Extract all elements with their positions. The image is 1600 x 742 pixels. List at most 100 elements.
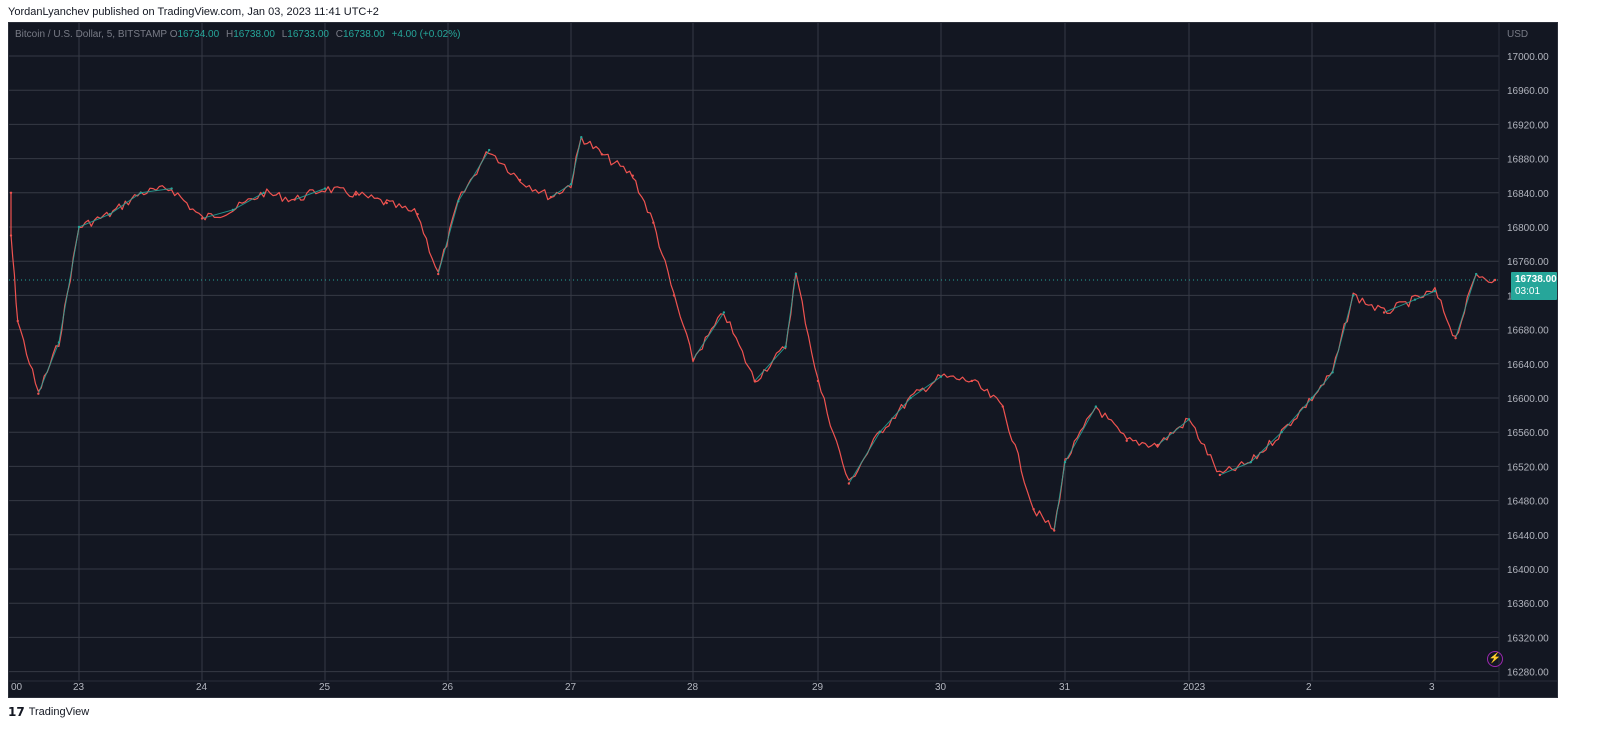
up-segment xyxy=(550,183,572,198)
x-tick-label: 29 xyxy=(812,682,824,693)
x-tick-label: 3 xyxy=(1429,682,1435,693)
price-point xyxy=(354,193,358,196)
price-point xyxy=(1249,460,1252,464)
up-segment xyxy=(570,137,582,185)
price-point xyxy=(1094,405,1098,408)
price-point xyxy=(1310,396,1314,400)
open-value: 16734.00 xyxy=(177,29,220,40)
price-point xyxy=(1280,431,1283,434)
y-tick-label: 17000.00 xyxy=(1507,52,1549,63)
price-point xyxy=(909,396,912,400)
x-tick-label: 2023 xyxy=(1183,682,1206,693)
price-chart[interactable]: 17000.00 16960.00 16920.00 16880.00 16840.00… xyxy=(9,23,1558,698)
x-tick-label: 23 xyxy=(73,682,85,693)
lightning-icon[interactable]: ⚡ xyxy=(1487,651,1503,667)
close-value: 16738.00 xyxy=(343,29,385,40)
low-value: 16733.00 xyxy=(287,29,329,40)
up-segment xyxy=(78,213,111,228)
y-tick-label: 16360.00 xyxy=(1507,599,1549,610)
up-segment xyxy=(692,312,725,360)
last-price-tag: 16738.00 03:01 xyxy=(1511,272,1557,300)
chart-panel[interactable]: 17000.00 16960.00 16920.00 16880.00 16840.00… xyxy=(8,22,1558,698)
y-tick-label: 16520.00 xyxy=(1507,462,1549,473)
price-point xyxy=(231,208,235,212)
price-point xyxy=(170,187,173,190)
currency-label: USD xyxy=(1507,29,1528,40)
y-tick-label: 16920.00 xyxy=(1507,120,1549,131)
price-point xyxy=(1413,298,1417,301)
up-segment xyxy=(1455,273,1477,339)
footer-brand: 17 TradingView xyxy=(8,704,89,720)
price-point xyxy=(722,311,726,314)
y-tick-label: 16800.00 xyxy=(1507,223,1549,234)
price-point xyxy=(457,200,460,203)
high-value: 16738.00 xyxy=(233,29,275,40)
price-point xyxy=(1454,336,1457,340)
brand-name: TradingView xyxy=(28,706,90,718)
open-label: O xyxy=(169,29,178,40)
y-tick-label: 16640.00 xyxy=(1507,360,1549,371)
price-point xyxy=(77,225,81,229)
price-point xyxy=(631,174,634,177)
price-point xyxy=(1331,371,1334,374)
y-tick-label: 16280.00 xyxy=(1507,668,1549,679)
price-point xyxy=(518,178,522,182)
up-segment xyxy=(457,149,490,202)
x-tick-label: 2 xyxy=(1306,682,1312,693)
price-point xyxy=(580,136,583,139)
price-point xyxy=(1156,443,1159,447)
up-segment xyxy=(232,192,264,211)
price-point xyxy=(691,358,695,361)
y-tick-label: 16320.00 xyxy=(1507,633,1549,644)
up-segment xyxy=(201,209,234,219)
price-point xyxy=(816,379,820,383)
y-tick-label: 16840.00 xyxy=(1507,189,1549,200)
chart-background xyxy=(9,23,1557,697)
price-point xyxy=(16,319,19,323)
price-point xyxy=(57,341,61,344)
price-point xyxy=(323,187,327,190)
price-point xyxy=(487,148,491,152)
x-tick-label: 00 xyxy=(11,682,23,693)
up-segment xyxy=(1281,397,1313,433)
up-segment xyxy=(910,376,942,399)
bar-countdown: 03:01 xyxy=(1515,286,1541,297)
y-tick-label: 16680.00 xyxy=(1507,326,1549,337)
change-value: +4.00 (+0.02%) xyxy=(391,29,461,40)
x-tick-label: 26 xyxy=(442,682,454,693)
up-segment xyxy=(1414,290,1436,301)
low-label: L xyxy=(281,29,288,40)
x-tick-label: 24 xyxy=(196,682,208,693)
price-point xyxy=(1063,460,1067,464)
high-label: H xyxy=(225,29,234,40)
price-point xyxy=(262,191,265,194)
x-tick-label: 30 xyxy=(935,682,947,693)
y-tick-label: 16480.00 xyxy=(1507,497,1549,508)
price-point xyxy=(794,272,798,276)
price-point xyxy=(1001,405,1004,408)
x-tick-label: 31 xyxy=(1059,682,1071,693)
price-point xyxy=(878,431,881,434)
price-point xyxy=(1032,507,1035,511)
up-segment xyxy=(37,342,60,394)
up-segment xyxy=(848,431,881,484)
price-point xyxy=(200,217,204,220)
price-point xyxy=(139,191,142,194)
symbol-label: Bitcoin / U.S. Dollar, 5, BITSTAMP xyxy=(15,29,167,40)
last-price: 16738.00 xyxy=(1515,274,1557,285)
up-segment xyxy=(58,226,80,343)
y-tick-label: 16560.00 xyxy=(1507,428,1549,439)
price-point xyxy=(1187,418,1191,421)
close-label: C xyxy=(335,29,343,40)
y-tick-label: 16760.00 xyxy=(1507,257,1549,268)
up-segment xyxy=(1219,461,1251,476)
price-point xyxy=(939,375,943,378)
up-segment xyxy=(1332,295,1354,373)
price-point xyxy=(108,212,112,216)
price-point xyxy=(569,183,573,186)
tradingview-logo: 17 xyxy=(8,705,25,719)
ohlc-legend: Bitcoin / U.S. Dollar, 5, BITSTAMP O1673… xyxy=(15,29,464,40)
up-segment xyxy=(109,192,142,215)
price-point xyxy=(1053,529,1056,532)
up-segment xyxy=(1250,431,1282,463)
